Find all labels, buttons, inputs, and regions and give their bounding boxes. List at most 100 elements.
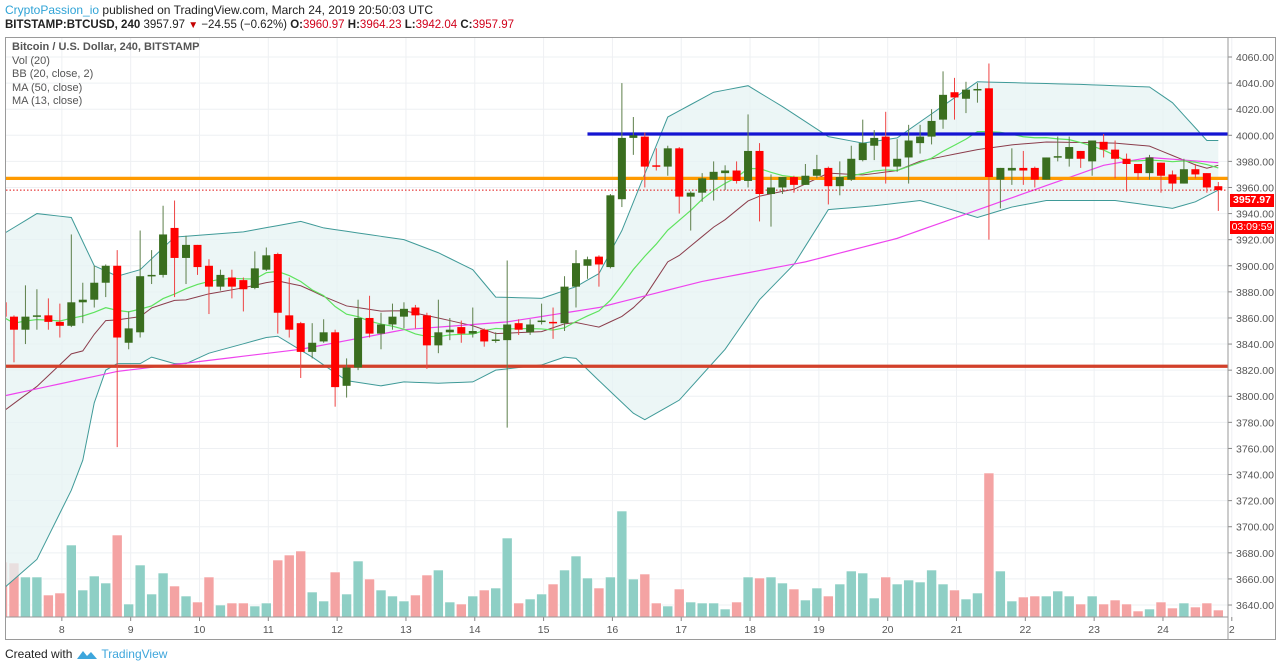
volume-bar (559, 569, 570, 617)
candle (445, 317, 454, 341)
candle (675, 147, 684, 214)
candle (124, 311, 133, 350)
volume-bar (455, 603, 467, 617)
price-tick-label: 3740.00 (1236, 470, 1274, 482)
tradingview-logo[interactable]: TradingView (76, 647, 167, 661)
open-value: 3960.97 (303, 19, 345, 31)
volume-bar (203, 576, 215, 617)
candle-body (308, 342, 317, 352)
candle-body (411, 307, 420, 316)
volume-bar (696, 602, 708, 617)
price-tick-label: 3800.00 (1236, 391, 1274, 403)
candle-body (1214, 186, 1223, 191)
candle-body (6, 302, 7, 317)
candle-body (331, 332, 340, 388)
candle-body (193, 244, 202, 268)
volume-bar (318, 600, 329, 617)
chart-legend: Bitcoin / U.S. Dollar, 240, BITSTAMP Vol… (12, 41, 199, 109)
volume-bar (616, 510, 628, 617)
candle-body (250, 268, 259, 288)
candle-body (996, 167, 1005, 180)
legend-volume[interactable]: Vol (20) (12, 54, 50, 67)
candle (285, 277, 294, 338)
author-link[interactable]: CryptoPassion_io (5, 3, 100, 17)
candle-body (21, 316, 30, 330)
candle-body (101, 265, 110, 283)
time-tick-label: 20 (882, 624, 894, 636)
candle-body (675, 148, 684, 197)
candle-body (1111, 149, 1120, 159)
volume-bar (628, 578, 639, 617)
volume-bar (1063, 595, 1075, 617)
price-tick-label: 4040.00 (1236, 78, 1274, 90)
time-tick-label: 12 (331, 624, 343, 636)
candle-body (1156, 162, 1165, 176)
volume-bar (731, 601, 742, 617)
candle (308, 323, 317, 359)
volume-bar (536, 593, 547, 617)
volume-bar (192, 601, 203, 617)
candle (583, 256, 592, 279)
volume-bar (650, 602, 662, 617)
candle (1076, 150, 1085, 168)
candle-body (354, 317, 363, 368)
candle-body (721, 170, 730, 174)
candle-body (1007, 167, 1016, 171)
candle (870, 130, 879, 161)
candle (858, 119, 867, 162)
volume-bar (857, 572, 869, 617)
volume-bar (1190, 606, 1201, 617)
candle (950, 77, 959, 120)
legend-title: Bitcoin / U.S. Dollar, 240, BITSTAMP (12, 41, 200, 53)
candle (973, 83, 982, 103)
ma50-line (6, 156, 1219, 397)
volume-bar (972, 592, 983, 617)
candle (755, 143, 764, 222)
candle (537, 303, 546, 325)
candle (594, 255, 603, 287)
price-tick-label: 3780.00 (1236, 417, 1274, 429)
candle-body (1053, 156, 1062, 158)
time-tick-label: 8 (59, 624, 65, 636)
candle (136, 230, 145, 338)
candle (67, 234, 76, 328)
legend-bollinger[interactable]: BB (20, close, 2) (12, 68, 94, 81)
time-tick-label: 24 (1157, 624, 1169, 636)
candle-body (422, 315, 431, 346)
candle-body (801, 175, 810, 185)
candle (881, 111, 890, 184)
candle-body (973, 88, 982, 91)
candle (847, 145, 856, 181)
volume-bar (1086, 595, 1098, 617)
legend-ma50[interactable]: MA (50, close) (12, 81, 83, 94)
high-value: 3964.23 (359, 19, 402, 31)
candle-body (789, 177, 798, 185)
time-tick-label: 13 (400, 624, 412, 636)
candle (904, 124, 913, 184)
legend-ma13[interactable]: MA (13, close) (12, 95, 83, 108)
volume-bar (995, 570, 1006, 617)
candle-body (1168, 174, 1177, 184)
volume-bar (777, 582, 788, 617)
volume-bar (570, 555, 582, 617)
candle (147, 250, 156, 285)
candle-body (583, 259, 592, 266)
volume-bar (387, 595, 398, 617)
time-tick-label: 18 (744, 624, 756, 636)
volume-bar (1155, 601, 1167, 617)
volume-bar (1201, 602, 1213, 617)
candle-body (893, 158, 902, 167)
candle (331, 329, 340, 407)
candle-body (399, 308, 408, 317)
candle-body (1042, 157, 1051, 180)
volume-bar (903, 579, 914, 617)
volume-bar (169, 585, 180, 617)
candle-body (216, 274, 225, 287)
candle-body (227, 277, 236, 287)
volume-bar (1075, 603, 1086, 617)
tradingview-cloud-icon (77, 651, 98, 659)
volume-bar (1213, 609, 1224, 617)
candle-body (755, 150, 764, 195)
candle-body (606, 195, 615, 268)
